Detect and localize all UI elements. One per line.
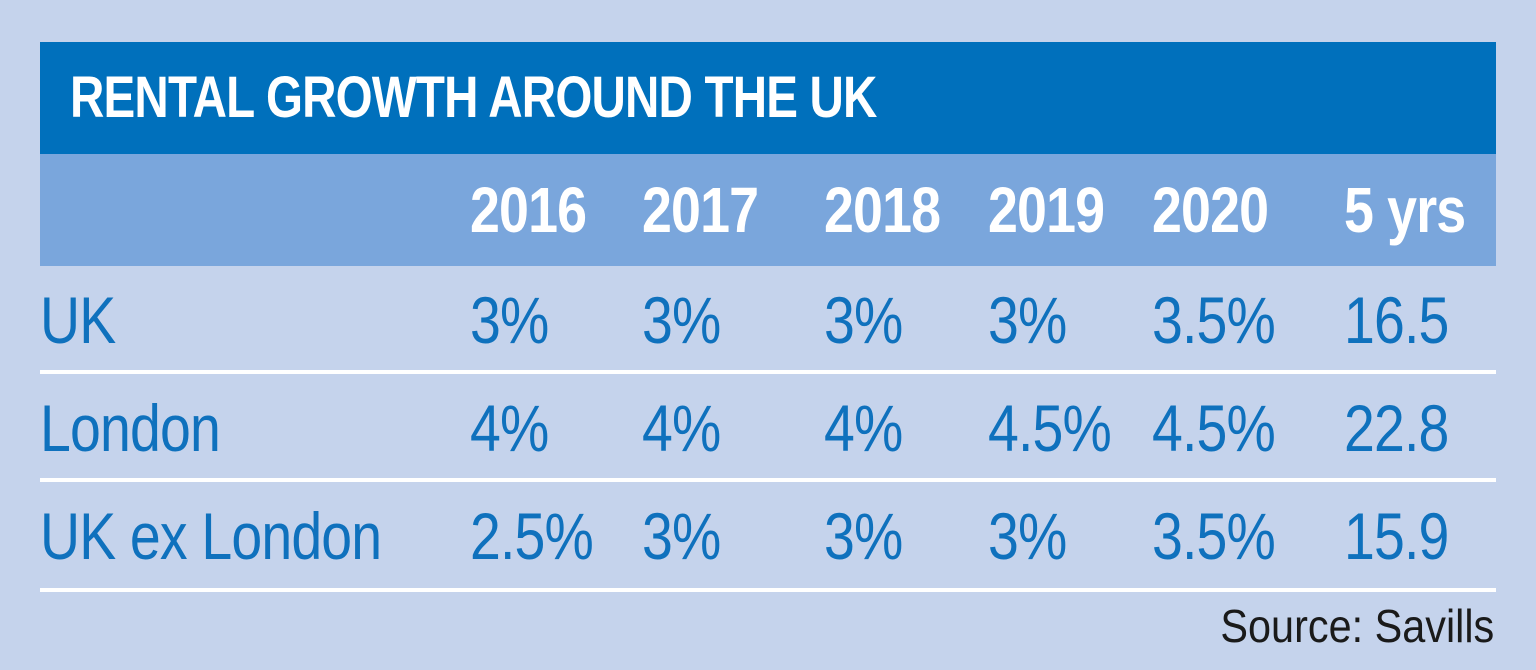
column-header-2016: 2016: [470, 174, 587, 246]
table-cell: 4.5%: [988, 391, 1112, 465]
row-divider: [40, 478, 1496, 482]
row-label: London: [40, 391, 221, 465]
table-cell: 16.5: [1344, 283, 1449, 357]
column-header-5yrs: 5 yrs: [1344, 174, 1466, 246]
title-bar: RENTAL GROWTH AROUND THE UK: [40, 42, 1496, 154]
table-row: UK 3% 3% 3% 3% 3.5% 16.5: [40, 266, 1496, 372]
table-cell: 3.5%: [1152, 499, 1276, 573]
table-cell: 4%: [824, 391, 903, 465]
table-cell: 3%: [824, 499, 903, 573]
row-divider: [40, 370, 1496, 374]
table-cell: 3%: [642, 499, 721, 573]
table-cell: 3%: [642, 283, 721, 357]
table-cell: 15.9: [1344, 499, 1449, 573]
table-cell: 4.5%: [1152, 391, 1276, 465]
row-label: UK ex London: [40, 499, 382, 573]
table-row: UK ex London 2.5% 3% 3% 3% 3.5% 15.9: [40, 482, 1496, 588]
column-header-2020: 2020: [1152, 174, 1269, 246]
column-header-2018: 2018: [824, 174, 941, 246]
table-cell: 2.5%: [470, 499, 594, 573]
table-row: London 4% 4% 4% 4.5% 4.5% 22.8: [40, 374, 1496, 480]
column-header-2019: 2019: [988, 174, 1105, 246]
table-cell: 3.5%: [1152, 283, 1276, 357]
table-cell: 3%: [988, 499, 1067, 573]
row-divider: [40, 588, 1496, 592]
table-cell: 3%: [470, 283, 549, 357]
table-cell: 4%: [470, 391, 549, 465]
table-cell: 3%: [988, 283, 1067, 357]
row-label: UK: [40, 283, 116, 357]
column-header-row: 2016 2017 2018 2019 2020 5 yrs: [40, 154, 1496, 266]
source-note: Source: Savills: [1220, 600, 1494, 652]
table-cell: 3%: [824, 283, 903, 357]
table-cell: 22.8: [1344, 391, 1449, 465]
table-cell: 4%: [642, 391, 721, 465]
column-header-2017: 2017: [642, 174, 759, 246]
table-title: RENTAL GROWTH AROUND THE UK: [70, 65, 877, 130]
